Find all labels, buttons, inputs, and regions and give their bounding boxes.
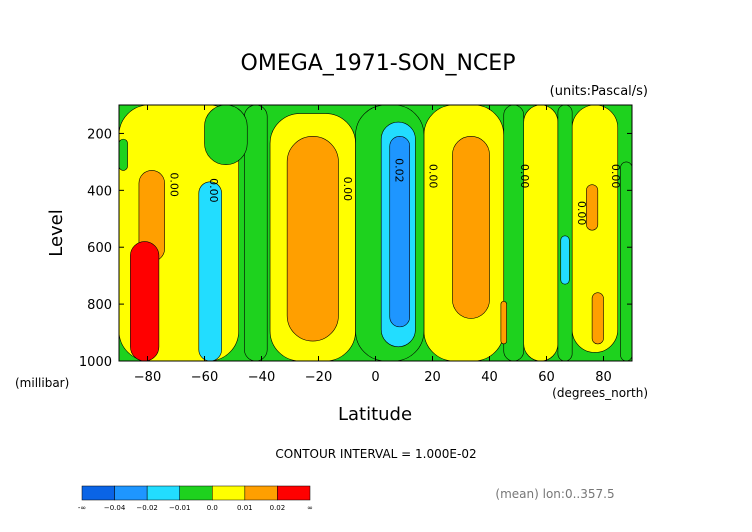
- y-tick-label: 1000: [79, 355, 112, 370]
- colorbar-label: −0.02: [136, 504, 157, 512]
- chart-title: OMEGA_1971-SON_NCEP: [241, 51, 516, 76]
- colorbar-label: -∞: [78, 504, 86, 512]
- colorbar-swatch: [277, 485, 311, 501]
- colorbar-label: −0.04: [104, 504, 126, 512]
- contour-interval-text: CONTOUR INTERVAL = 1.000E-02: [275, 447, 476, 461]
- contour-region-cyan: [560, 235, 570, 285]
- units-label: (units:Pascal/s): [550, 84, 648, 99]
- contour-region-green: [620, 161, 632, 361]
- colorbar-swatch: [146, 485, 180, 501]
- y-tick-label: 800: [87, 298, 112, 313]
- colorbar-swatch: [244, 485, 278, 501]
- x-tick-label: 60: [538, 370, 555, 385]
- x-unit-label: (degrees_north): [552, 386, 648, 400]
- contour-fill-layer: [119, 105, 632, 361]
- contour-region-yellow: [523, 105, 559, 361]
- contour-region-green: [204, 105, 248, 166]
- y-axis: 200 400 600 800 1000: [79, 127, 632, 370]
- contour-region-green: [119, 138, 128, 171]
- contour-region-orange: [452, 135, 490, 319]
- colorbar-label: ∞: [307, 504, 313, 512]
- colorbar-swatch: [81, 485, 115, 501]
- x-tick-label: −80: [134, 370, 161, 385]
- y-tick-label: 600: [87, 241, 112, 256]
- x-tick-label: −40: [248, 370, 275, 385]
- contour-region-red: [130, 241, 160, 361]
- colorbar-label: 0.01: [237, 504, 253, 512]
- contour-region-orange: [591, 292, 604, 345]
- contour-value-label: 0.00: [575, 201, 588, 226]
- x-tick-label: 40: [481, 370, 498, 385]
- x-tick-label: 80: [595, 370, 612, 385]
- x-tick-label: 20: [424, 370, 441, 385]
- contour-value-label: 0.00: [167, 172, 180, 197]
- plot-area: 0.00 0.00 0.00 0.02 0.00 0.00 0.00 0.00: [119, 105, 632, 361]
- colorbar-swatch: [212, 485, 246, 501]
- y-tick-label: 400: [87, 184, 112, 199]
- contour-region-orange: [586, 184, 599, 231]
- y-unit-label: (millibar): [15, 376, 69, 390]
- contour-region-green: [503, 105, 524, 361]
- contour-value-label: 0.00: [427, 164, 440, 189]
- contour-region-cyan: [198, 181, 222, 361]
- x-tick-label: −60: [191, 370, 218, 385]
- colorbar-label: −0.01: [169, 504, 190, 512]
- contour-region-orange: [286, 135, 339, 342]
- x-axis-label: Latitude: [338, 404, 412, 425]
- contour-value-label: 0.00: [341, 177, 354, 202]
- contour-value-label: 0.00: [207, 178, 220, 203]
- contour-value-label: 0.02: [392, 158, 405, 183]
- colorbar: -∞ −0.04 −0.02 −0.01 0.0 0.01 0.02 ∞: [78, 485, 313, 512]
- contour-region-orange: [500, 300, 507, 345]
- colorbar-swatch: [179, 485, 213, 501]
- x-tick-label: −20: [305, 370, 332, 385]
- x-axis: −80 −60 −40 −20 0 20 40 60 80: [134, 105, 612, 385]
- y-axis-label: Level: [46, 209, 67, 257]
- x-tick-label: 0: [371, 370, 379, 385]
- contour-value-label: 0.00: [609, 164, 622, 189]
- contour-region-green: [557, 105, 573, 361]
- colorbar-label: 0.0: [207, 504, 218, 512]
- contour-label-layer: 0.00 0.00 0.00 0.02 0.00 0.00 0.00 0.00: [167, 158, 622, 225]
- contour-value-label: 0.00: [518, 164, 531, 189]
- footnote: (mean) lon:0..357.5: [495, 487, 614, 501]
- y-tick-label: 200: [87, 127, 112, 142]
- contour-region-green: [244, 105, 268, 361]
- colorbar-swatch: [114, 485, 148, 501]
- contour-region-blue: [389, 135, 411, 328]
- colorbar-label: 0.02: [270, 504, 286, 512]
